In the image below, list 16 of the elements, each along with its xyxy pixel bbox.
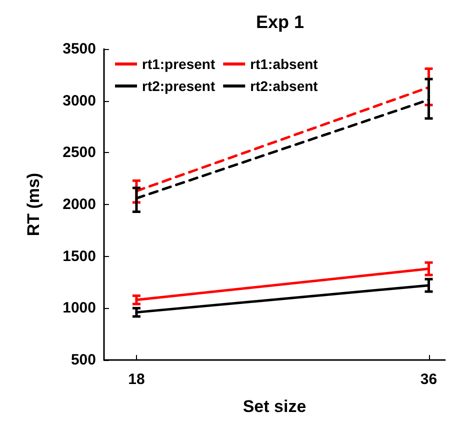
y-tick-label: 2000	[62, 196, 96, 213]
legend-label: rt2:absent	[250, 78, 318, 94]
y-tick-label: 500	[70, 352, 96, 368]
y-tick-label: 2500	[62, 144, 96, 162]
x-tick-label: 18	[128, 371, 145, 388]
legend-label: rt2:present	[142, 78, 216, 94]
chart-title: Exp 1	[256, 12, 304, 32]
y-tick-label: 3500	[62, 40, 96, 58]
y-tick-label: 1500	[62, 248, 96, 265]
x-axis-title: Set size	[242, 397, 306, 416]
legend-label: rt1:present	[142, 56, 216, 72]
legend-label: rt1:absent	[250, 56, 318, 72]
x-tick-label: 36	[420, 371, 438, 388]
y-axis-title: RT (ms)	[24, 172, 43, 236]
y-tick-label: 1000	[62, 300, 96, 317]
y-tick-label: 3000	[62, 92, 96, 110]
